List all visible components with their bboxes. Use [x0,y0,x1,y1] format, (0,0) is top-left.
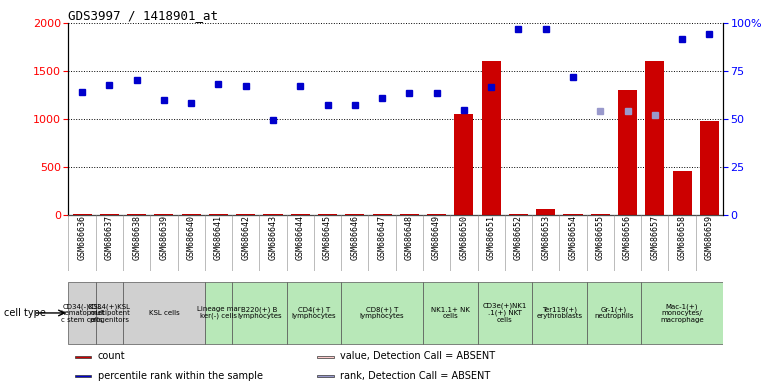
FancyBboxPatch shape [641,281,723,344]
FancyBboxPatch shape [341,281,423,344]
Bar [100,214,119,215]
Text: Lineage mar
ker(-) cells: Lineage mar ker(-) cells [196,306,240,319]
Bar [317,356,333,358]
Bar [537,209,556,215]
FancyBboxPatch shape [287,281,341,344]
Bar [427,214,446,215]
Bar [236,214,255,215]
Text: cell type: cell type [4,308,46,318]
FancyBboxPatch shape [205,281,232,344]
Bar [373,214,392,215]
Text: GSM686655: GSM686655 [596,215,605,260]
Bar [509,214,528,215]
Text: GSM686651: GSM686651 [487,215,495,260]
Bar [154,214,174,215]
Text: KSL cells: KSL cells [148,310,180,316]
Text: Gr-1(+)
neutrophils: Gr-1(+) neutrophils [594,306,634,319]
Bar [263,214,282,215]
FancyBboxPatch shape [587,281,641,344]
Text: count: count [98,351,126,361]
FancyBboxPatch shape [232,281,287,344]
Text: GSM686657: GSM686657 [651,215,659,260]
Bar [75,356,91,358]
Text: GDS3997 / 1418901_at: GDS3997 / 1418901_at [68,9,218,22]
Text: GSM686649: GSM686649 [432,215,441,260]
Text: GSM686641: GSM686641 [214,215,223,260]
Text: CD34(-)KSL
hematopoiet
c stem cells: CD34(-)KSL hematopoiet c stem cells [60,303,104,323]
Text: GSM686647: GSM686647 [377,215,387,260]
Text: CD4(+) T
lymphocytes: CD4(+) T lymphocytes [291,306,336,319]
Text: GSM686654: GSM686654 [568,215,578,260]
FancyBboxPatch shape [96,281,123,344]
Text: GSM686648: GSM686648 [405,215,414,260]
Text: CD8(+) T
lymphocytes: CD8(+) T lymphocytes [360,306,404,319]
FancyBboxPatch shape [478,281,532,344]
Bar [482,61,501,215]
Text: percentile rank within the sample: percentile rank within the sample [98,371,263,381]
FancyBboxPatch shape [532,281,587,344]
Bar [673,171,692,215]
Bar [700,121,719,215]
FancyBboxPatch shape [423,281,478,344]
FancyBboxPatch shape [123,281,205,344]
Text: GSM686643: GSM686643 [269,215,278,260]
Bar [127,214,146,215]
Text: GSM686656: GSM686656 [623,215,632,260]
FancyBboxPatch shape [68,281,96,344]
Bar [618,90,637,215]
Text: Ter119(+)
erythroblasts: Ter119(+) erythroblasts [537,306,582,319]
Bar [75,375,91,377]
Text: GSM686636: GSM686636 [78,215,87,260]
Bar [182,214,201,215]
Text: GSM686652: GSM686652 [514,215,523,260]
Bar [591,214,610,215]
Bar [563,214,582,215]
Text: NK1.1+ NK
cells: NK1.1+ NK cells [431,307,470,319]
Text: Mac-1(+)
monocytes/
macrophage: Mac-1(+) monocytes/ macrophage [661,303,704,323]
Text: GSM686659: GSM686659 [705,215,714,260]
Text: value, Detection Call = ABSENT: value, Detection Call = ABSENT [340,351,495,361]
Text: GSM686639: GSM686639 [160,215,168,260]
Text: GSM686645: GSM686645 [323,215,332,260]
Text: GSM686640: GSM686640 [186,215,196,260]
Text: GSM686637: GSM686637 [105,215,114,260]
Bar [209,214,228,215]
Text: GSM686653: GSM686653 [541,215,550,260]
Bar [645,61,664,215]
Text: GSM686658: GSM686658 [677,215,686,260]
Bar [317,375,333,377]
Bar [345,214,365,215]
Bar [72,214,91,215]
Text: B220(+) B
lymphocytes: B220(+) B lymphocytes [237,306,282,319]
Text: CD3e(+)NK1
.1(+) NKT
cells: CD3e(+)NK1 .1(+) NKT cells [482,303,527,323]
Text: GSM686638: GSM686638 [132,215,141,260]
Text: GSM686642: GSM686642 [241,215,250,260]
Bar [400,214,419,215]
Text: GSM686650: GSM686650 [460,215,468,260]
Text: GSM686646: GSM686646 [350,215,359,260]
Text: GSM686644: GSM686644 [296,215,304,260]
Bar [291,214,310,215]
Bar [318,214,337,215]
Text: CD34(+)KSL
multipotent
progenitors: CD34(+)KSL multipotent progenitors [88,303,131,323]
Text: rank, Detection Call = ABSENT: rank, Detection Call = ABSENT [340,371,490,381]
Bar [454,114,473,215]
